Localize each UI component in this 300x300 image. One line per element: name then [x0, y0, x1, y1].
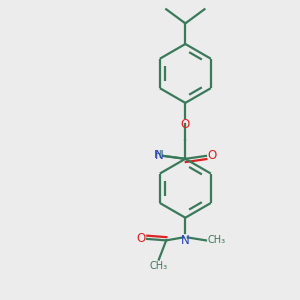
Text: N: N	[155, 148, 164, 161]
Text: CH₃: CH₃	[150, 261, 168, 271]
Text: H: H	[154, 150, 162, 160]
Text: O: O	[181, 118, 190, 131]
Text: O: O	[136, 232, 145, 244]
Text: CH₃: CH₃	[207, 236, 226, 245]
Text: N: N	[181, 234, 190, 247]
Text: O: O	[208, 148, 217, 161]
